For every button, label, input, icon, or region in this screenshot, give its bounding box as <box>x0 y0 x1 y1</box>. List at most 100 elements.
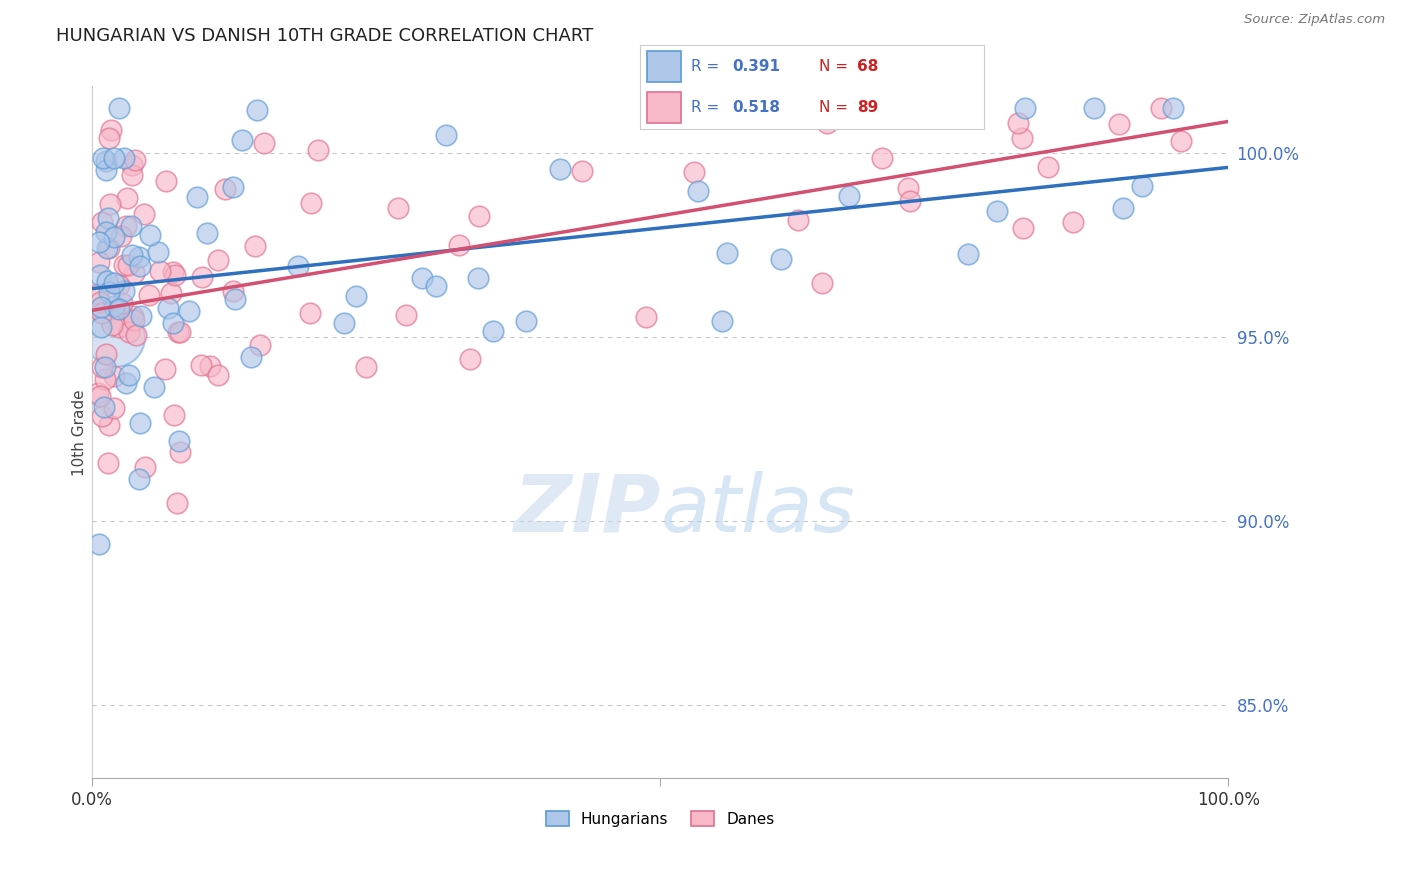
Point <box>93 401 115 415</box>
Point <box>714 102 737 116</box>
Point <box>112 258 135 272</box>
Point <box>124 153 146 167</box>
Point <box>103 151 125 165</box>
Text: 68: 68 <box>856 59 879 74</box>
Point <box>231 133 253 147</box>
Point <box>128 472 150 486</box>
Point <box>815 116 838 130</box>
Point <box>240 350 263 364</box>
Point <box>97 456 120 470</box>
Point <box>108 319 131 334</box>
Point <box>222 180 245 194</box>
Point <box>138 288 160 302</box>
Point <box>89 255 111 269</box>
Point <box>124 266 146 280</box>
Point <box>162 265 184 279</box>
Point <box>156 301 179 315</box>
Point <box>129 309 152 323</box>
Point <box>163 268 186 282</box>
Point <box>243 239 266 253</box>
Point <box>134 207 156 221</box>
Point <box>287 259 309 273</box>
Point <box>90 214 112 228</box>
Point <box>108 278 131 293</box>
Point <box>110 229 132 244</box>
Point <box>169 325 191 339</box>
Point <box>711 314 734 328</box>
Point <box>121 168 143 182</box>
Point <box>111 296 134 310</box>
Point <box>458 352 481 367</box>
Text: HUNGARIAN VS DANISH 10TH GRADE CORRELATION CHART: HUNGARIAN VS DANISH 10TH GRADE CORRELATI… <box>56 27 593 45</box>
Point <box>108 301 131 316</box>
Point <box>838 188 860 202</box>
Point <box>1083 102 1105 116</box>
Point <box>1011 131 1033 145</box>
Text: 89: 89 <box>856 100 877 115</box>
Point <box>163 408 186 422</box>
Text: N =: N = <box>818 100 852 115</box>
Point <box>299 195 322 210</box>
Point <box>253 136 276 150</box>
Point <box>89 388 111 402</box>
Point <box>93 360 115 375</box>
Point <box>354 359 377 374</box>
Point <box>155 173 177 187</box>
Text: R =: R = <box>692 100 724 115</box>
Point <box>221 284 243 298</box>
Point <box>515 314 537 328</box>
Point <box>117 258 139 272</box>
Point <box>1150 102 1173 116</box>
Point <box>97 241 120 255</box>
Point <box>1014 102 1036 116</box>
Point <box>481 324 503 338</box>
Point <box>411 271 433 285</box>
Point <box>810 276 832 290</box>
Point <box>107 102 129 116</box>
Point <box>299 306 322 320</box>
Point <box>120 219 142 234</box>
Point <box>103 369 125 384</box>
Point <box>870 151 893 165</box>
Point <box>186 190 208 204</box>
Point <box>307 143 329 157</box>
Point <box>683 165 706 179</box>
Point <box>1038 160 1060 174</box>
Point <box>191 269 214 284</box>
Point <box>769 252 792 267</box>
Point <box>90 300 112 314</box>
Point <box>214 181 236 195</box>
Point <box>97 285 120 299</box>
Point <box>98 196 121 211</box>
Point <box>162 316 184 330</box>
Point <box>91 306 114 320</box>
Point <box>634 310 657 325</box>
Point <box>224 292 246 306</box>
Point <box>249 338 271 352</box>
Point <box>103 401 125 416</box>
Point <box>344 289 367 303</box>
Point <box>89 537 111 551</box>
Point <box>91 409 114 423</box>
Point <box>112 151 135 165</box>
Legend: Hungarians, Danes: Hungarians, Danes <box>540 805 780 833</box>
Point <box>897 181 920 195</box>
Point <box>1011 221 1033 235</box>
Point <box>468 210 491 224</box>
Point <box>333 316 356 330</box>
Point <box>548 162 571 177</box>
Point <box>167 325 190 339</box>
Point <box>1007 116 1029 130</box>
Text: Source: ZipAtlas.com: Source: ZipAtlas.com <box>1244 13 1385 27</box>
Bar <box>647 92 681 122</box>
Point <box>1108 118 1130 132</box>
Point <box>112 284 135 298</box>
Point <box>167 434 190 448</box>
Point <box>94 163 117 178</box>
Point <box>1163 102 1185 116</box>
Point <box>100 122 122 136</box>
Point <box>91 359 114 374</box>
Point <box>207 368 229 383</box>
Point <box>87 287 110 301</box>
Point <box>128 417 150 431</box>
